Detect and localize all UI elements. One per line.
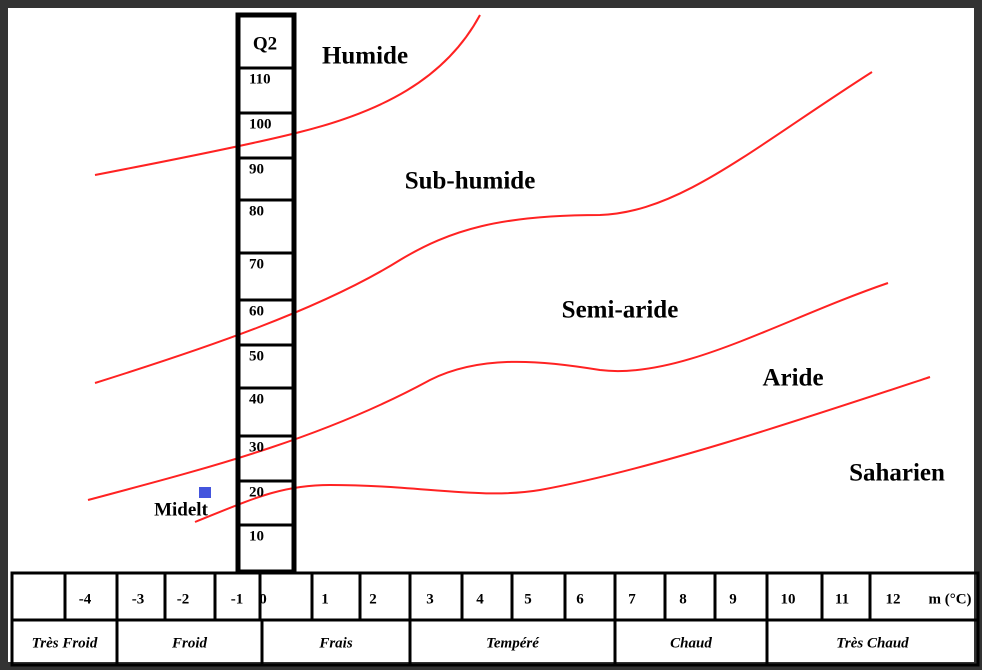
q2-tick-label: 100 xyxy=(249,116,272,132)
aride-boundary xyxy=(194,376,931,523)
winter-type: Frais xyxy=(318,635,353,651)
m-tick-label: 11 xyxy=(835,591,849,607)
q2-tick-label: 10 xyxy=(249,528,264,544)
zone-label: Aride xyxy=(762,365,823,392)
m-tick-label: 12 xyxy=(886,591,901,607)
winter-type: Très Froid xyxy=(32,635,98,651)
winter-type: Très Chaud xyxy=(836,635,909,651)
q2-tick-label: 60 xyxy=(249,303,264,319)
m-unit: m (°C) xyxy=(928,591,971,607)
winter-type: Froid xyxy=(171,635,208,651)
m-tick-label: 7 xyxy=(628,591,636,607)
q2-tick-label: 50 xyxy=(249,348,264,364)
q2-tick-label: 40 xyxy=(249,391,264,407)
m-tick-label: 3 xyxy=(426,591,434,607)
m-tick-label: -3 xyxy=(132,591,145,607)
q2-title: Q2 xyxy=(253,33,277,54)
m-tick-label: 0 xyxy=(259,591,267,607)
m-tick-label: -4 xyxy=(79,591,92,607)
q2-tick-label: 20 xyxy=(249,484,264,500)
m-tick-label: 10 xyxy=(781,591,796,607)
humide-boundary xyxy=(94,14,481,176)
q2-tick-label: 110 xyxy=(249,71,271,87)
m-tick-label: 8 xyxy=(679,591,687,607)
zone-label: Saharien xyxy=(849,460,945,487)
zone-label: Sub-humide xyxy=(405,168,536,195)
subhumide-boundary xyxy=(94,71,873,384)
m-tick-label: 1 xyxy=(321,591,329,607)
station-label: Midelt xyxy=(154,499,208,520)
q2-tick-label: 30 xyxy=(249,439,264,455)
m-tick-label: 6 xyxy=(576,591,584,607)
q2-tick-label: 80 xyxy=(249,203,264,219)
zone-labels: Humide Sub-humide Semi-aride Aride Sahar… xyxy=(322,43,945,487)
zone-label: Semi-aride xyxy=(562,297,679,324)
winter-type: Tempéré xyxy=(486,635,540,651)
m-tick-label: -2 xyxy=(177,591,190,607)
m-tick-label: -1 xyxy=(231,591,244,607)
m-tick-label: 5 xyxy=(524,591,532,607)
zone-label: Humide xyxy=(322,43,408,70)
station-marker xyxy=(199,487,211,498)
m-tick-label: 2 xyxy=(369,591,377,607)
m-tick-label: 4 xyxy=(476,591,484,607)
m-tick-label: 9 xyxy=(729,591,737,607)
q2-tick-label: 70 xyxy=(249,256,264,272)
q2-tick-label: 90 xyxy=(249,161,264,177)
winter-type: Chaud xyxy=(670,635,712,651)
